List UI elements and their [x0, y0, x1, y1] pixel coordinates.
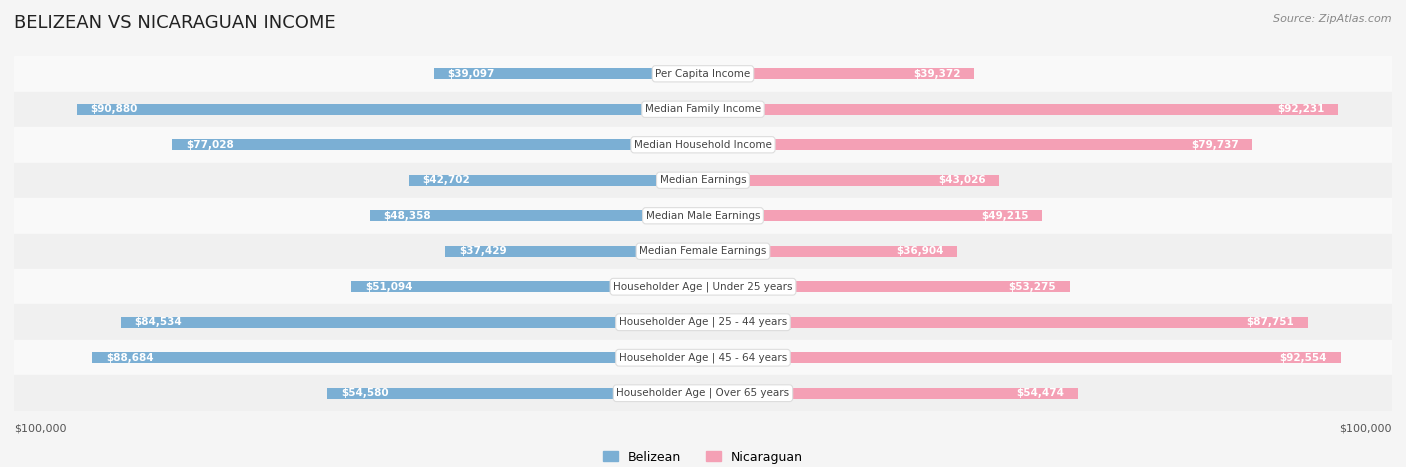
Text: Source: ZipAtlas.com: Source: ZipAtlas.com	[1274, 14, 1392, 24]
Text: Median Female Earnings: Median Female Earnings	[640, 246, 766, 256]
Text: Median Male Earnings: Median Male Earnings	[645, 211, 761, 221]
Bar	[703, 317, 1308, 328]
Bar	[352, 281, 703, 292]
Bar	[14, 56, 1392, 92]
Bar	[703, 175, 1000, 186]
Bar	[14, 163, 1392, 198]
Bar	[14, 234, 1392, 269]
Bar	[433, 68, 703, 79]
Bar	[14, 198, 1392, 234]
Legend: Belizean, Nicaraguan: Belizean, Nicaraguan	[598, 446, 808, 467]
Bar	[703, 210, 1042, 221]
Text: $54,474: $54,474	[1017, 388, 1064, 398]
Bar	[703, 281, 1070, 292]
Text: $37,429: $37,429	[458, 246, 506, 256]
Bar	[121, 317, 703, 328]
Text: $88,684: $88,684	[105, 353, 153, 363]
Bar	[703, 246, 957, 257]
Text: $53,275: $53,275	[1008, 282, 1056, 292]
Bar	[14, 375, 1392, 411]
Bar	[14, 127, 1392, 163]
Text: $87,751: $87,751	[1246, 317, 1294, 327]
Bar	[703, 104, 1339, 115]
Text: BELIZEAN VS NICARAGUAN INCOME: BELIZEAN VS NICARAGUAN INCOME	[14, 14, 336, 32]
Bar	[446, 246, 703, 257]
Bar	[14, 340, 1392, 375]
Bar	[14, 92, 1392, 127]
Text: $100,000: $100,000	[14, 424, 66, 433]
Bar	[370, 210, 703, 221]
Bar	[14, 269, 1392, 304]
Text: $36,904: $36,904	[896, 246, 943, 256]
Text: $79,737: $79,737	[1191, 140, 1239, 150]
Text: $84,534: $84,534	[135, 317, 183, 327]
Bar	[703, 352, 1341, 363]
Text: Householder Age | Under 25 years: Householder Age | Under 25 years	[613, 282, 793, 292]
Text: Per Capita Income: Per Capita Income	[655, 69, 751, 79]
Text: Householder Age | 25 - 44 years: Householder Age | 25 - 44 years	[619, 317, 787, 327]
Bar	[328, 388, 703, 399]
Text: Median Earnings: Median Earnings	[659, 175, 747, 185]
Bar	[703, 388, 1078, 399]
Bar	[173, 139, 703, 150]
Text: Median Household Income: Median Household Income	[634, 140, 772, 150]
Text: $54,580: $54,580	[340, 388, 388, 398]
Bar	[77, 104, 703, 115]
Bar	[91, 352, 703, 363]
Text: Householder Age | 45 - 64 years: Householder Age | 45 - 64 years	[619, 353, 787, 363]
Bar	[703, 68, 974, 79]
Text: $49,215: $49,215	[981, 211, 1028, 221]
Text: $77,028: $77,028	[186, 140, 233, 150]
Text: $90,880: $90,880	[90, 104, 138, 114]
Text: $39,097: $39,097	[447, 69, 495, 79]
Text: $39,372: $39,372	[912, 69, 960, 79]
Text: $48,358: $48,358	[384, 211, 432, 221]
Text: $92,231: $92,231	[1277, 104, 1324, 114]
Text: $42,702: $42,702	[423, 175, 471, 185]
Bar	[409, 175, 703, 186]
Bar	[703, 139, 1253, 150]
Text: $92,554: $92,554	[1279, 353, 1327, 363]
Bar	[14, 304, 1392, 340]
Text: Householder Age | Over 65 years: Householder Age | Over 65 years	[616, 388, 790, 398]
Text: Median Family Income: Median Family Income	[645, 104, 761, 114]
Text: $51,094: $51,094	[364, 282, 412, 292]
Text: $100,000: $100,000	[1340, 424, 1392, 433]
Text: $43,026: $43,026	[938, 175, 986, 185]
